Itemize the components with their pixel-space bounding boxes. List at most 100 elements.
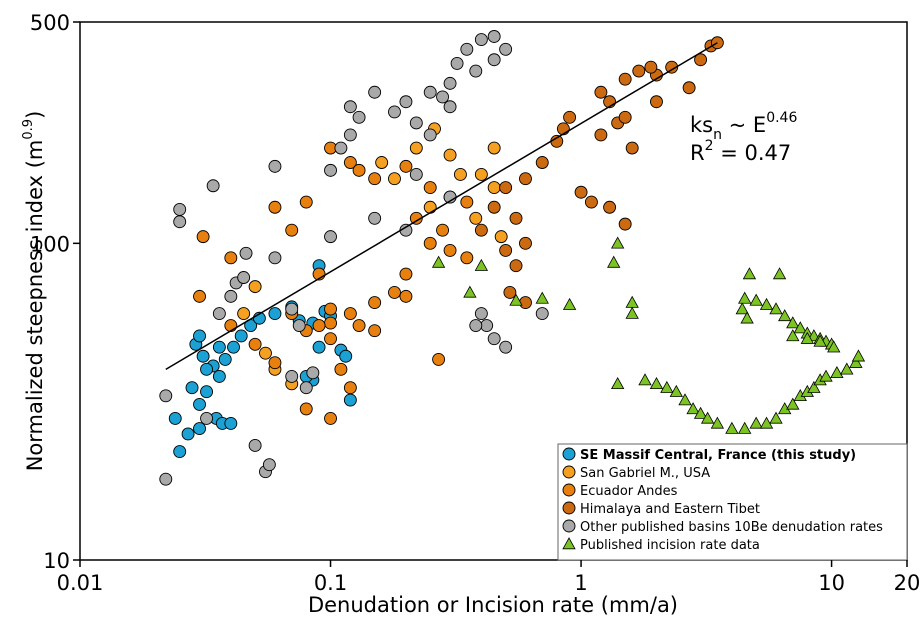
circle-point — [306, 366, 320, 380]
y-tick-label: 10 — [43, 549, 70, 573]
triangle-point — [535, 291, 549, 304]
circle-point — [603, 200, 617, 214]
triangle-point — [740, 311, 754, 324]
legend-label: Ecuador Andes — [580, 484, 678, 499]
circle-point — [632, 64, 646, 78]
triangle-point — [738, 291, 752, 304]
circle-point — [312, 319, 326, 333]
circle-point — [562, 519, 576, 533]
ann-text: = 0.47 — [714, 141, 792, 165]
circle-point — [574, 185, 588, 199]
legend: SE Massif Central, France (this study) Sa… — [557, 443, 908, 561]
x-tick-label: 1 — [574, 571, 587, 595]
circle-point — [409, 168, 423, 181]
circle-point — [399, 289, 413, 303]
circle-point — [625, 141, 639, 155]
circle-point — [196, 230, 210, 244]
circle-point — [618, 72, 632, 86]
circle-point — [200, 385, 214, 399]
circle-point — [562, 483, 576, 497]
circle-point — [324, 230, 337, 244]
circle-point — [181, 427, 195, 441]
circle-point — [409, 116, 423, 130]
circle-point — [343, 128, 357, 142]
ann-sup: 0.46 — [766, 110, 797, 126]
ann-text: R — [690, 141, 705, 165]
triangle-point — [807, 380, 821, 393]
triangle-point — [431, 255, 446, 268]
circle-point — [594, 128, 608, 142]
triangle-point — [772, 267, 787, 280]
circle-point — [224, 289, 238, 303]
circle-point — [436, 90, 450, 104]
circle-point — [469, 319, 483, 333]
ann-text: ~ E — [722, 113, 766, 137]
circle-point — [443, 148, 457, 162]
circle-point — [343, 156, 357, 169]
triangle-point — [649, 377, 664, 390]
circle-point — [650, 95, 663, 109]
circle-point — [487, 332, 501, 346]
circle-point — [562, 447, 576, 461]
circle-point — [224, 251, 238, 265]
circle-point — [185, 381, 199, 395]
triangle-point — [725, 421, 739, 434]
circle-point — [399, 267, 413, 281]
triangle-point — [786, 329, 800, 342]
circle-point — [499, 42, 513, 56]
circle-point — [436, 223, 450, 237]
circle-point — [450, 56, 464, 70]
circle-point — [375, 156, 389, 169]
circle-point — [352, 319, 366, 333]
circle-point — [388, 172, 401, 186]
legend-label: Published incision rate data — [580, 538, 760, 553]
circle-point — [237, 307, 251, 321]
circle-point — [200, 411, 214, 425]
annotation-r2: R2 = 0.47 — [690, 138, 791, 165]
circle-point — [299, 195, 313, 209]
circle-point — [268, 251, 282, 265]
circle-point — [499, 243, 513, 257]
circle-point — [474, 223, 488, 237]
circle-point — [563, 110, 577, 124]
circle-point — [234, 329, 248, 343]
triangle-point — [678, 393, 692, 406]
circle-point — [460, 42, 474, 56]
circle-point — [268, 356, 282, 370]
circle-point — [368, 172, 382, 186]
x-tick-label: 10 — [818, 571, 845, 595]
triangle-point — [769, 302, 783, 315]
circle-point — [388, 285, 401, 299]
circle-point — [509, 259, 523, 273]
circle-point — [644, 60, 658, 74]
circle-point — [480, 319, 494, 333]
circle-point — [665, 60, 679, 74]
triangle-point — [830, 366, 844, 379]
circle-point — [343, 100, 357, 114]
circle-point — [423, 200, 437, 214]
y-label-text: Normalized steepness index (m — [23, 140, 47, 472]
circle-point — [343, 393, 357, 407]
circle-point — [312, 340, 326, 354]
circle-point — [159, 389, 173, 403]
triangle-point — [749, 293, 763, 306]
circle-point — [352, 110, 366, 124]
circle-point — [399, 159, 413, 173]
x-tick-label: 0.01 — [57, 571, 104, 595]
circle-point — [487, 200, 501, 214]
circle-point — [285, 302, 299, 316]
circle-point — [334, 362, 348, 376]
triangle-point — [669, 384, 683, 397]
ann-sub: n — [713, 127, 722, 143]
circle-point — [324, 332, 337, 346]
circle-point — [469, 64, 483, 78]
circle-point — [409, 141, 423, 155]
circle-point — [388, 105, 401, 119]
triangle-point — [607, 255, 621, 268]
triangle-point — [638, 373, 652, 386]
circle-point — [535, 307, 549, 321]
circle-point — [509, 211, 523, 225]
y-label-exponent: 0.9 — [21, 119, 36, 140]
circle-point — [443, 243, 457, 257]
legend-label: San Gabriel M., USA — [580, 466, 710, 481]
